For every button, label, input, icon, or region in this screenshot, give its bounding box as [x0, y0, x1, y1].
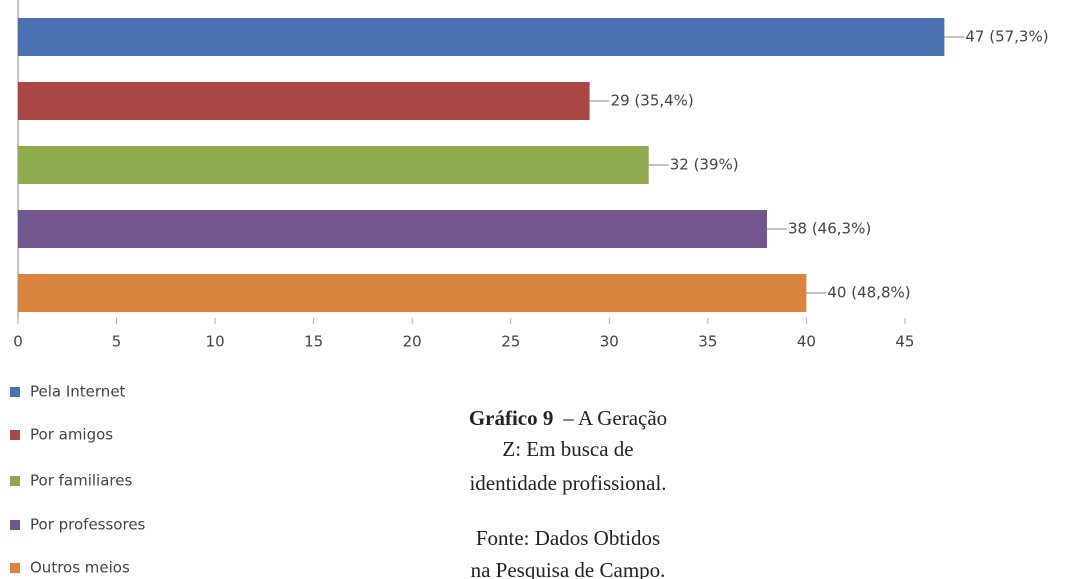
bar [18, 274, 807, 312]
source-line: Fonte: Dados Obtidos [476, 526, 660, 550]
caption-line: Z: Em busca de [502, 437, 633, 461]
x-tick-label: 10 [206, 333, 225, 351]
legend-label: Por professores [30, 516, 146, 534]
legend-swatch [10, 520, 20, 530]
legend-swatch [10, 387, 20, 397]
bar [18, 82, 590, 120]
value-label: 38 (46,3%) [788, 220, 871, 238]
x-tick-label: 0 [13, 333, 23, 351]
caption-line: identidade profissional. [469, 471, 666, 495]
bar [18, 146, 649, 184]
x-tick-label: 30 [600, 333, 619, 351]
legend-label: Outros meios [30, 559, 130, 577]
legend-label: Por familiares [30, 472, 132, 490]
legend-label: Por amigos [30, 426, 113, 444]
x-tick-label: 40 [797, 333, 816, 351]
legend-swatch [10, 476, 20, 486]
caption-label: Gráfico 9 – A Geração [469, 406, 667, 430]
value-label: 29 (35,4%) [611, 92, 694, 110]
value-label: 40 (48,8%) [827, 284, 910, 302]
bar [18, 18, 945, 56]
x-tick-label: 25 [501, 333, 520, 351]
value-label: 47 (57,3%) [965, 28, 1048, 46]
source-line: na Pesquisa de Campo. [471, 558, 666, 579]
caption-text: – A Geração [562, 406, 667, 430]
bar [18, 210, 767, 248]
x-tick-label: 20 [403, 333, 422, 351]
x-tick-label: 35 [698, 333, 717, 351]
x-tick-label: 5 [112, 333, 122, 351]
x-tick-label: 45 [895, 333, 914, 351]
legend-swatch [10, 430, 20, 440]
x-tick-label: 15 [304, 333, 323, 351]
value-label: 32 (39%) [670, 156, 739, 174]
legend-label: Pela Internet [30, 383, 126, 401]
caption-label-text: Gráfico 9 [469, 406, 554, 430]
legend-swatch [10, 563, 20, 573]
